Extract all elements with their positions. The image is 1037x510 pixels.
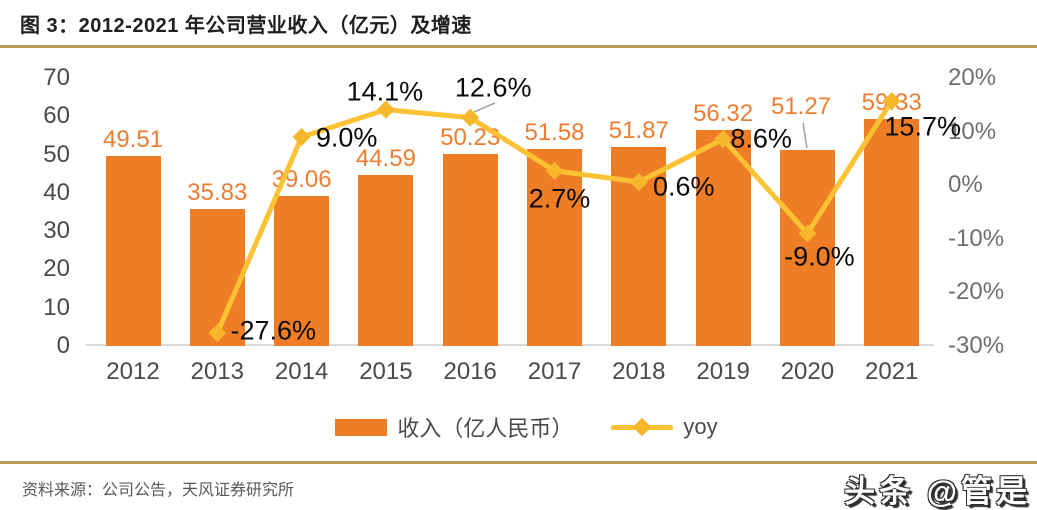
yoy-value-label-2017: 2.7% bbox=[528, 183, 591, 214]
x-axis-label-2012: 2012 bbox=[106, 358, 160, 385]
right-axis-tick--20pct: -20% bbox=[948, 278, 1005, 306]
x-axis-label-2021: 2021 bbox=[864, 358, 919, 385]
x-axis-label-2018: 2018 bbox=[612, 358, 666, 385]
revenue-bar-swatch-icon bbox=[335, 418, 388, 436]
legend-label-revenue: 收入（亿人民币） bbox=[397, 416, 574, 441]
source-attribution: 资料来源：公司公告，天风证券研究所 bbox=[22, 482, 295, 499]
left-axis-tick-50: 50 bbox=[43, 140, 70, 168]
bar-2012 bbox=[105, 156, 161, 346]
left-axis-tick-20: 20 bbox=[43, 255, 70, 283]
bar-2015 bbox=[358, 175, 414, 346]
left-axis-tick-10: 10 bbox=[43, 293, 70, 321]
bar-2016 bbox=[442, 153, 498, 346]
x-axis-label-2013: 2013 bbox=[190, 358, 244, 385]
right-axis-tick-10pct: 10% bbox=[948, 117, 997, 145]
title-divider-rule bbox=[0, 45, 1037, 48]
bar-value-label-2012: 49.51 bbox=[102, 126, 164, 154]
yoy-line-swatch-icon bbox=[611, 417, 674, 437]
x-axis-label-2014: 2014 bbox=[274, 358, 329, 385]
bar-value-label-2013: 35.83 bbox=[187, 178, 248, 206]
x-axis-label-2016: 2016 bbox=[443, 358, 497, 385]
right-axis-tick--10pct: -10% bbox=[948, 224, 1005, 252]
right-axis-tick-20pct: 20% bbox=[948, 64, 997, 91]
figure-title: 图 3：2012-2021 年公司营业收入（亿元）及增速 bbox=[20, 15, 472, 37]
x-axis-label-2020: 2020 bbox=[780, 358, 835, 385]
legend-label-yoy: yoy bbox=[683, 414, 718, 439]
left-axis-tick-40: 40 bbox=[43, 178, 70, 206]
yoy-value-label-2019: 8.6% bbox=[730, 123, 792, 154]
left-axis-tick-30: 30 bbox=[43, 217, 70, 245]
bar-value-label-2020: 51.27 bbox=[770, 93, 832, 120]
leader-line-51.27 bbox=[802, 122, 808, 149]
chart-legend: 收入（亿人民币） yoy bbox=[8, 411, 1037, 443]
right-axis-tick-0pct: 0% bbox=[948, 171, 983, 199]
yoy-marker-2014 bbox=[292, 127, 311, 146]
yoy-value-label-2021: 15.7% bbox=[884, 111, 961, 142]
yoy-value-label-2018: 0.6% bbox=[653, 171, 715, 202]
bar-value-label-2014: 39.06 bbox=[271, 166, 332, 194]
legend-item-yoy: yoy bbox=[611, 414, 718, 440]
bar-value-label-2017: 51.58 bbox=[524, 118, 585, 146]
toutiao-watermark: 头条 @管是 bbox=[844, 474, 1031, 509]
right-axis-tick--30pct: -30% bbox=[948, 332, 1005, 359]
yoy-value-label-2016: 12.6% bbox=[454, 72, 532, 103]
footer-divider-rule bbox=[0, 461, 1037, 464]
yoy-value-label-2013: -27.6% bbox=[230, 315, 317, 346]
bar-2019 bbox=[695, 130, 751, 346]
left-axis-tick-60: 60 bbox=[43, 102, 70, 130]
yoy-diamond-icon bbox=[633, 417, 652, 437]
x-axis-label-2019: 2019 bbox=[696, 358, 750, 385]
bar-value-label-2018: 51.87 bbox=[608, 117, 669, 145]
leader-line-12.6pct bbox=[473, 102, 496, 113]
left-axis-tick-0: 0 bbox=[56, 332, 70, 359]
yoy-value-label-2014: 9.0% bbox=[315, 122, 378, 153]
legend-item-revenue: 收入（亿人民币） bbox=[335, 411, 573, 443]
bar-2017 bbox=[527, 148, 582, 346]
bar-2021 bbox=[864, 118, 920, 346]
yoy-value-label-2020: -9.0% bbox=[784, 241, 855, 272]
yoy-value-label-2015: 14.1% bbox=[346, 76, 424, 107]
bar-value-label-2016: 50.23 bbox=[440, 123, 501, 151]
x-axis-line bbox=[86, 344, 934, 346]
x-axis-label-2015: 2015 bbox=[359, 358, 413, 385]
x-axis-label-2017: 2017 bbox=[527, 358, 582, 385]
left-axis-tick-70: 70 bbox=[43, 64, 70, 91]
